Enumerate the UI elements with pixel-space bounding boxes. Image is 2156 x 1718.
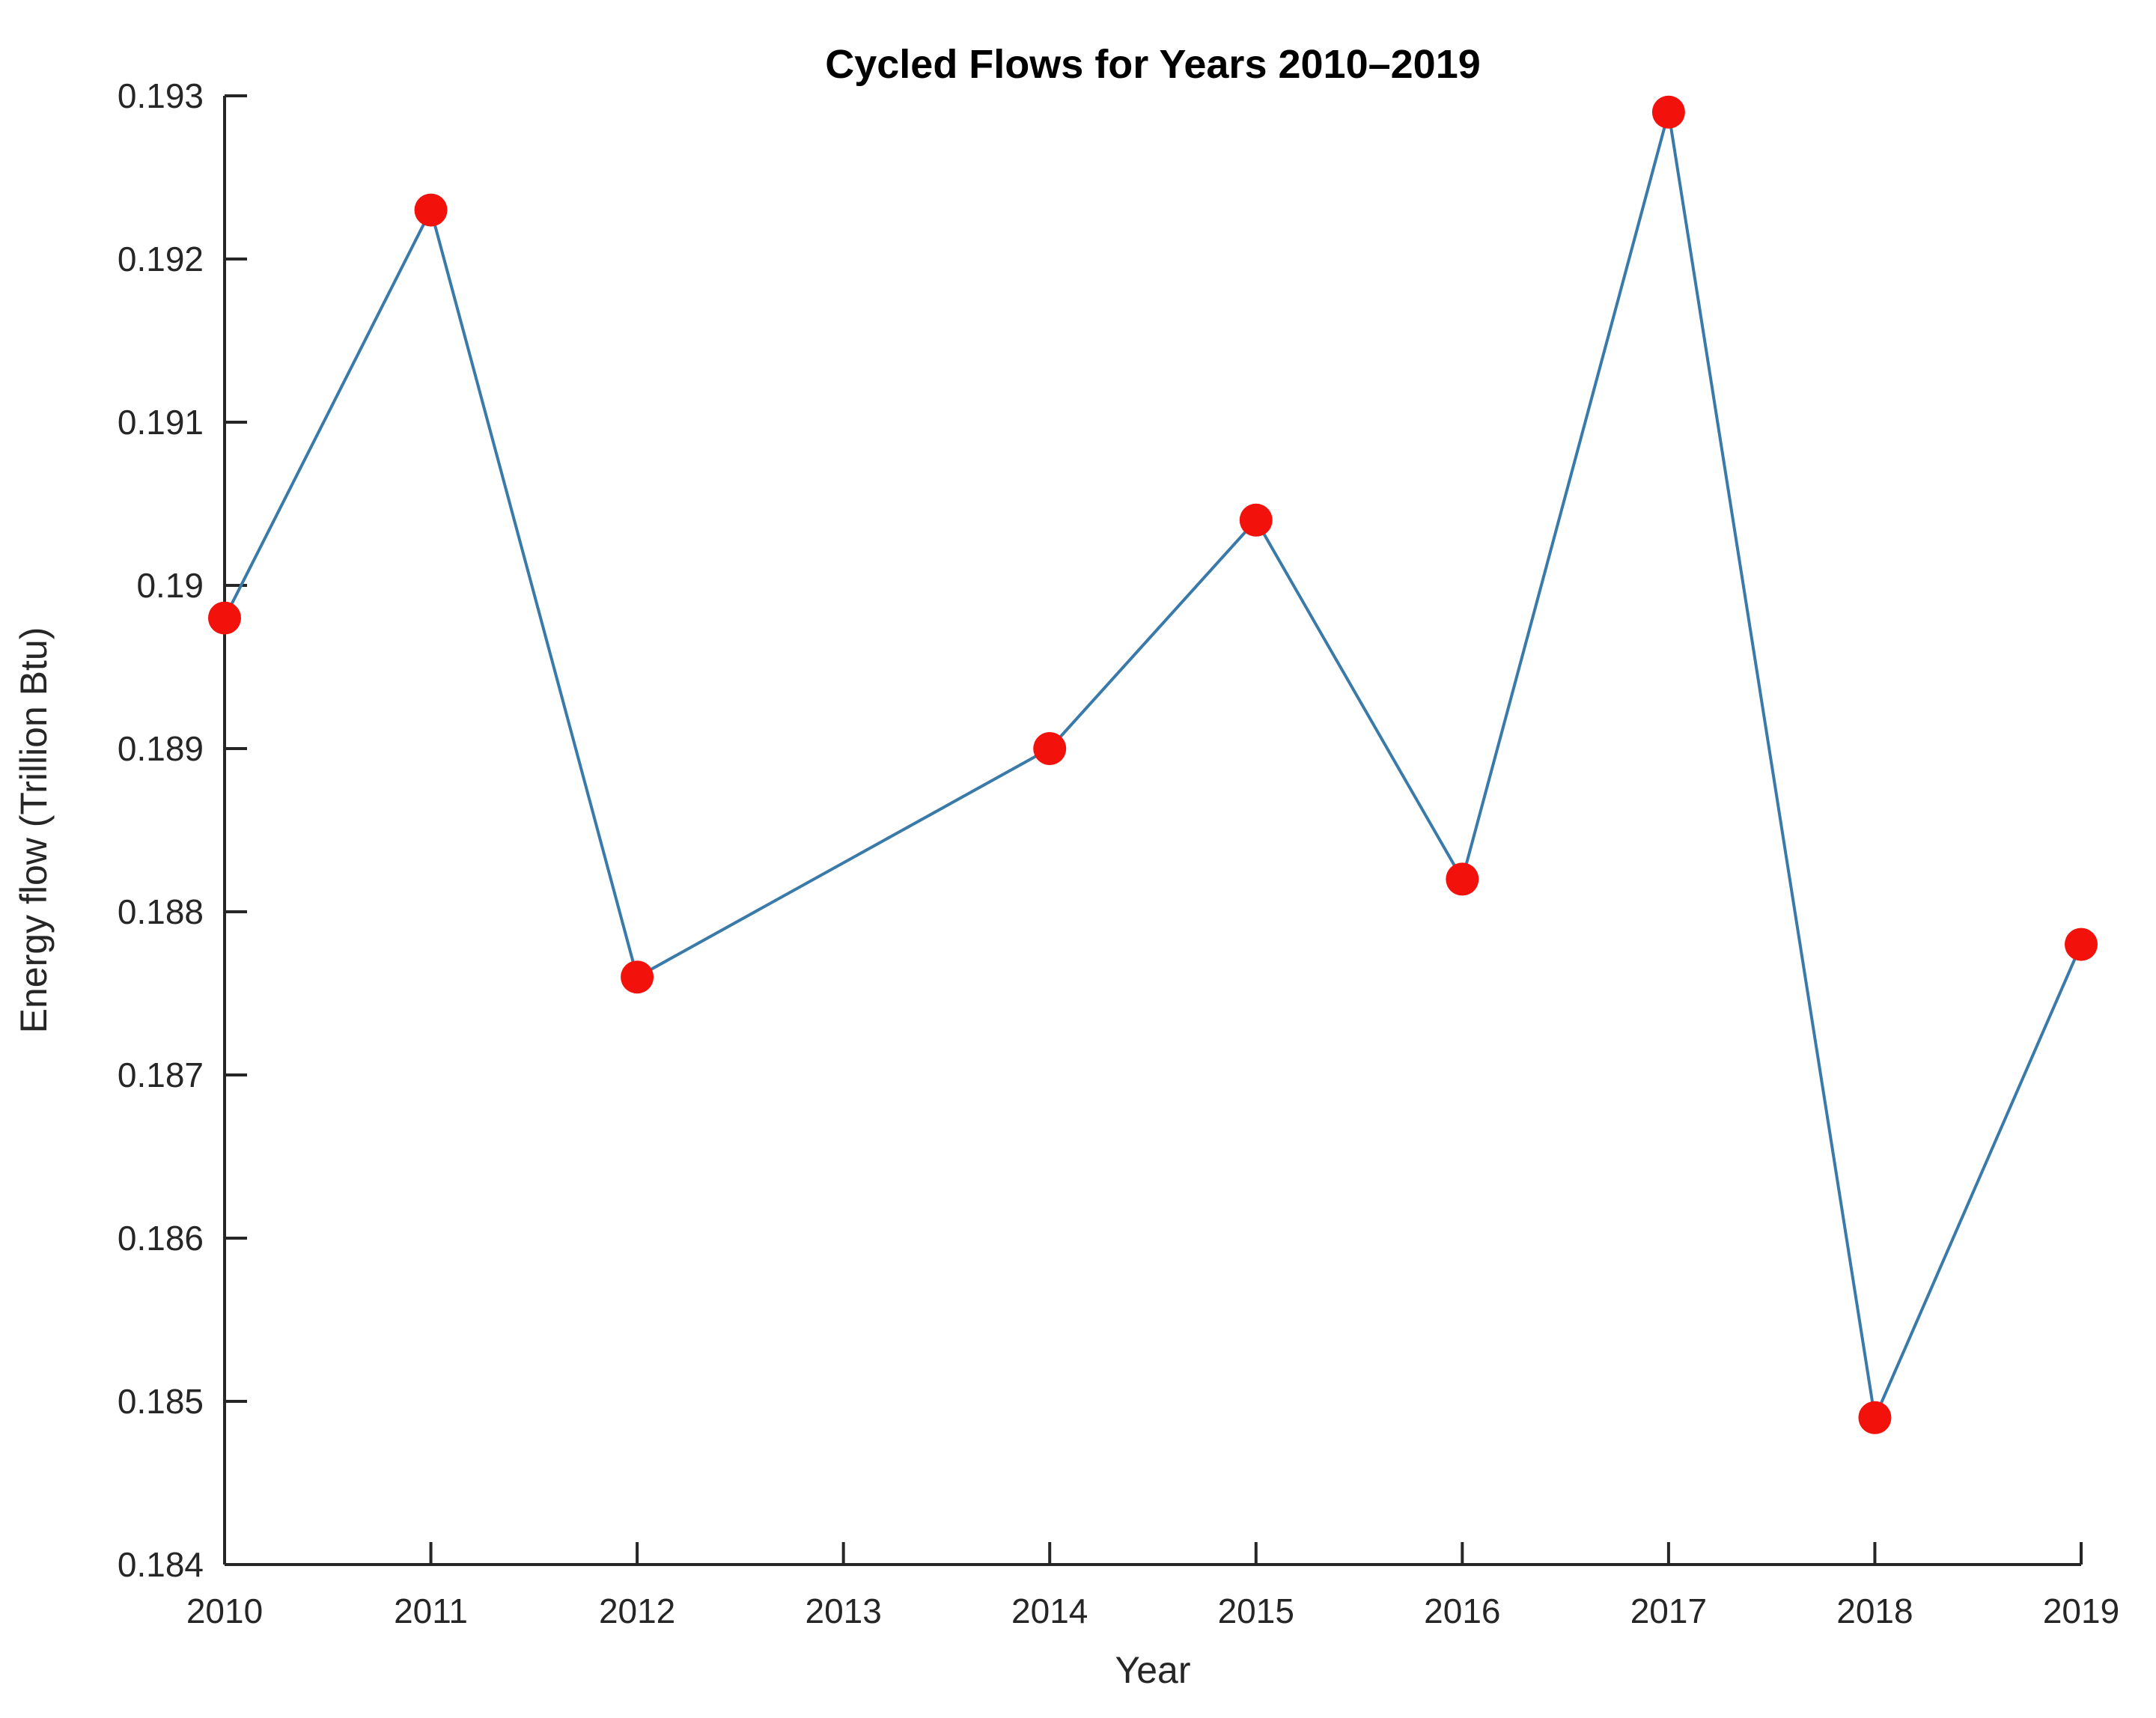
y-tick-label: 0.185 <box>118 1382 204 1421</box>
y-tick-label: 0.188 <box>118 892 204 931</box>
data-point-marker <box>1239 503 1273 537</box>
y-tick-label: 0.189 <box>118 729 204 768</box>
data-point-marker <box>2065 927 2098 961</box>
data-line <box>223 110 2083 1419</box>
x-axis-label: Year <box>1115 1649 1190 1691</box>
data-point-marker <box>1446 862 1479 896</box>
y-tick-label: 0.191 <box>118 403 204 442</box>
x-tick-label: 2017 <box>1630 1591 1707 1630</box>
x-tick-label: 2015 <box>1218 1591 1294 1630</box>
plot-area: 0.184 0.185 0.186 0.187 0.188 0.189 0.19 0.191 0… <box>118 76 2119 1630</box>
y-tick-label: 0.19 <box>136 566 204 605</box>
data-point-marker <box>1033 732 1067 765</box>
y-tick-label: 0.193 <box>118 76 204 115</box>
y-tick-label: 0.187 <box>118 1056 204 1094</box>
data-point-marker <box>621 960 654 994</box>
x-tick-label: 2016 <box>1424 1591 1500 1630</box>
data-point-marker <box>1858 1401 1892 1434</box>
x-tick-label: 2011 <box>394 1591 468 1630</box>
data-point-marker <box>1651 95 1685 129</box>
x-tick-label: 2014 <box>1011 1591 1088 1630</box>
y-tick-label: 0.184 <box>118 1545 204 1584</box>
x-tick-label: 2010 <box>186 1591 263 1630</box>
x-tick-label: 2018 <box>1836 1591 1913 1630</box>
x-tick-label: 2019 <box>2043 1591 2119 1630</box>
data-point-marker <box>414 193 448 227</box>
y-tick-label: 0.186 <box>118 1219 204 1258</box>
x-tick-label: 2013 <box>805 1591 881 1630</box>
chart-title: Cycled Flows for Years 2010–2019 <box>825 42 1481 87</box>
data-point-marker <box>208 601 241 635</box>
y-axis-label: Energy flow (Trillion Btu) <box>13 627 55 1034</box>
x-tick-label: 2012 <box>599 1591 675 1630</box>
y-tick-label: 0.192 <box>118 240 204 278</box>
